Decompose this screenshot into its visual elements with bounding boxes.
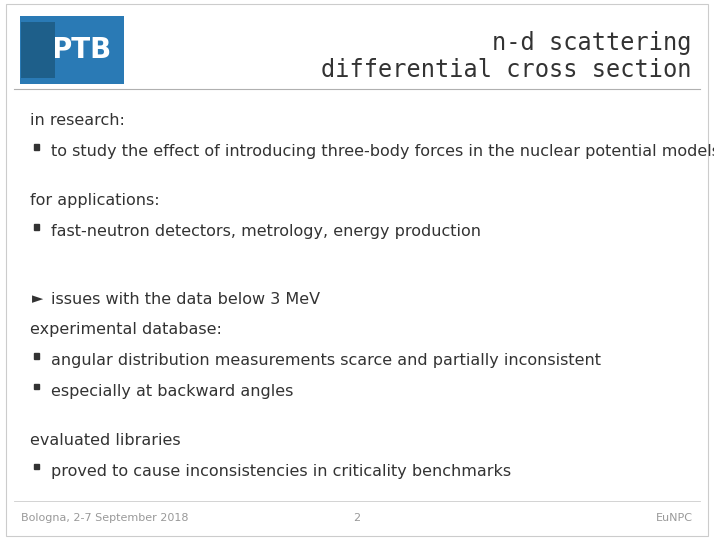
FancyBboxPatch shape	[20, 16, 124, 84]
Text: in research:: in research:	[30, 113, 125, 129]
Bar	[34, 224, 39, 230]
Bar	[34, 384, 39, 389]
Text: fast-neutron detectors, metrology, energy production: fast-neutron detectors, metrology, energ…	[51, 224, 481, 239]
Text: EuNPC: EuNPC	[655, 514, 693, 523]
Text: evaluated libraries: evaluated libraries	[30, 433, 181, 448]
Text: PTB: PTB	[52, 36, 112, 64]
Bar	[34, 144, 39, 150]
Text: to study the effect of introducing three-body forces in the nuclear potential mo: to study the effect of introducing three…	[51, 144, 714, 159]
Text: issues with the data below 3 MeV: issues with the data below 3 MeV	[51, 292, 321, 307]
Text: angular distribution measurements scarce and partially inconsistent: angular distribution measurements scarce…	[51, 353, 601, 368]
Bar	[34, 353, 39, 359]
Bar	[34, 464, 39, 469]
FancyBboxPatch shape	[6, 4, 708, 536]
Text: differential cross section: differential cross section	[321, 58, 691, 82]
Text: ►: ►	[32, 292, 44, 307]
FancyBboxPatch shape	[21, 22, 54, 78]
Text: experimental database:: experimental database:	[30, 322, 222, 338]
Text: n-d scattering: n-d scattering	[492, 31, 691, 55]
Text: proved to cause inconsistencies in criticality benchmarks: proved to cause inconsistencies in criti…	[51, 464, 511, 479]
Text: especially at backward angles: especially at backward angles	[51, 384, 293, 399]
Text: for applications:: for applications:	[30, 193, 160, 208]
Text: Bologna, 2-7 September 2018: Bologna, 2-7 September 2018	[21, 514, 189, 523]
Text: 2: 2	[353, 514, 361, 523]
